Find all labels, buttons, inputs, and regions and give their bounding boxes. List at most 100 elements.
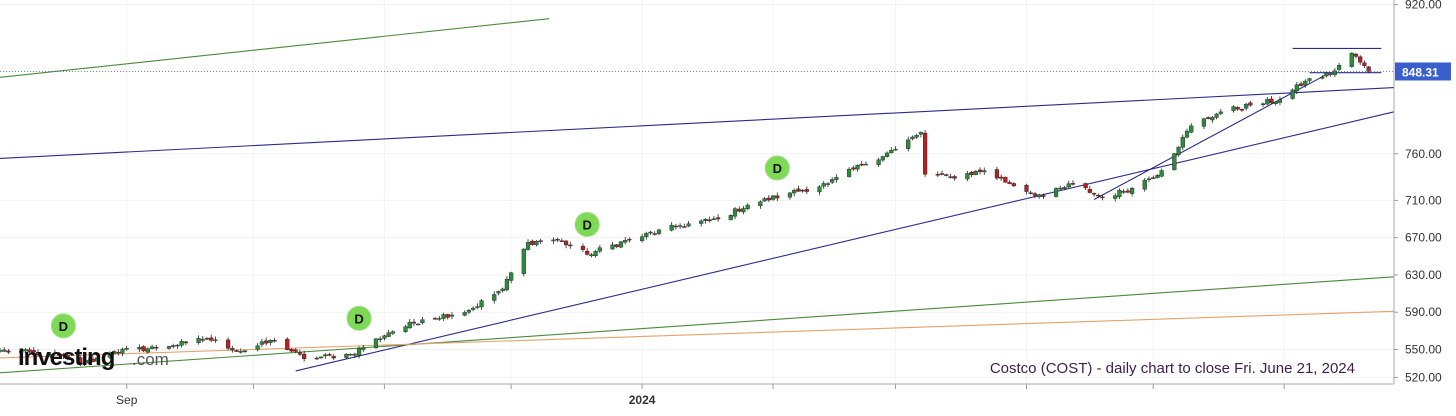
candle-body	[1239, 109, 1245, 111]
candle-body	[737, 208, 742, 212]
candle-body	[500, 288, 505, 292]
candle-body	[314, 357, 319, 360]
candle-body	[57, 353, 62, 356]
candle-body	[994, 169, 1000, 179]
candle-body	[648, 231, 653, 234]
candle-body	[323, 354, 328, 357]
candle-body	[821, 183, 826, 187]
candle-body	[179, 341, 184, 346]
y-tick-label: 520.00	[1405, 370, 1442, 384]
trendline-green-lower	[0, 276, 1395, 374]
candle-body	[90, 358, 96, 362]
candle-body	[31, 350, 36, 353]
candle-body	[1121, 191, 1126, 193]
candle-body	[318, 356, 324, 359]
candle-body	[1189, 125, 1194, 133]
candle-body	[1176, 146, 1181, 155]
candle-body	[183, 341, 188, 344]
candle-body	[145, 348, 150, 353]
y-tick-label: 550.00	[1405, 343, 1442, 357]
candle-body	[1087, 189, 1092, 193]
candle-body	[618, 241, 624, 248]
y-tick-label: 630.00	[1405, 268, 1442, 282]
candle-body	[1041, 195, 1046, 197]
candle-body	[952, 176, 957, 179]
candle-body	[893, 148, 898, 151]
candle-body	[627, 238, 632, 241]
candle-body	[504, 279, 510, 291]
candle-body	[302, 353, 307, 360]
candle-body	[551, 239, 556, 242]
chart-caption: Costco (COST) - daily chart to close Fri…	[990, 360, 1355, 377]
candle-body	[1235, 107, 1240, 110]
candle-body	[521, 248, 526, 274]
dividend-marker-label: D	[59, 319, 68, 334]
candle-body	[1362, 62, 1367, 66]
candle-body	[686, 223, 691, 227]
candle-body	[1151, 177, 1156, 179]
candle-body	[855, 165, 860, 170]
candle-body	[965, 173, 970, 180]
dividend-marker: D	[346, 305, 372, 331]
candle-body	[973, 171, 978, 175]
dividend-marker-circle	[764, 155, 790, 181]
candle-body	[141, 346, 146, 352]
axis-layer: 920.00 760.00 710.00 670.00 630.00 590.00 550.…	[0, 0, 1451, 407]
candle-body	[1320, 77, 1325, 79]
candle-body	[1290, 89, 1295, 99]
candle-body	[880, 156, 885, 161]
candle-body	[1062, 187, 1067, 189]
candle-body	[1129, 188, 1135, 194]
candle-body	[741, 208, 746, 213]
candle-body	[1007, 182, 1012, 184]
candle-body	[597, 247, 602, 252]
candle-body	[378, 338, 383, 341]
dividend-marker-label: D	[773, 161, 782, 176]
candle-body	[78, 357, 83, 364]
candle-body	[86, 359, 91, 364]
candle-body	[242, 350, 248, 353]
candle-body	[344, 353, 349, 358]
candle-body	[1159, 170, 1164, 177]
candle-body	[1298, 83, 1304, 86]
candle-body	[1070, 183, 1076, 185]
candle-body	[859, 163, 864, 166]
candle-body	[411, 321, 417, 324]
candle-body	[285, 338, 290, 350]
candles-layer	[0, 52, 1371, 367]
candle-body	[441, 314, 446, 319]
candle-body	[166, 346, 172, 349]
dividend-markers-layer: D D D D	[50, 155, 790, 339]
candle-body	[175, 344, 180, 347]
candle-body	[445, 314, 450, 318]
candle-body	[948, 176, 953, 178]
candle-body	[116, 351, 121, 354]
candle-body	[889, 150, 894, 154]
candle-body	[1303, 80, 1308, 86]
candle-body	[432, 318, 438, 320]
candle-body	[111, 351, 117, 354]
candle-body	[293, 349, 298, 352]
candle-body	[703, 218, 708, 221]
candle-body	[851, 167, 856, 170]
candle-body	[259, 341, 265, 345]
investing-watermark: Investing .com	[18, 344, 169, 371]
candle-body	[732, 208, 738, 217]
candle-body	[479, 300, 484, 308]
candle-body	[1091, 193, 1097, 195]
candle-body	[348, 353, 353, 356]
candle-body	[1113, 195, 1118, 199]
dividend-marker-circle	[574, 211, 600, 237]
candle-body	[969, 171, 974, 175]
candle-body	[716, 217, 721, 220]
price-box-label: 848.31	[1402, 65, 1439, 79]
candle-body	[1353, 53, 1359, 57]
trendline-blue-lower-support	[295, 111, 1395, 372]
candle-body	[1028, 192, 1033, 194]
candle-body	[466, 310, 471, 313]
candle-body	[1011, 183, 1016, 187]
dividend-marker: D	[764, 155, 790, 181]
candle-body	[234, 350, 239, 352]
candle-body	[939, 173, 945, 175]
candle-body	[1180, 136, 1185, 148]
